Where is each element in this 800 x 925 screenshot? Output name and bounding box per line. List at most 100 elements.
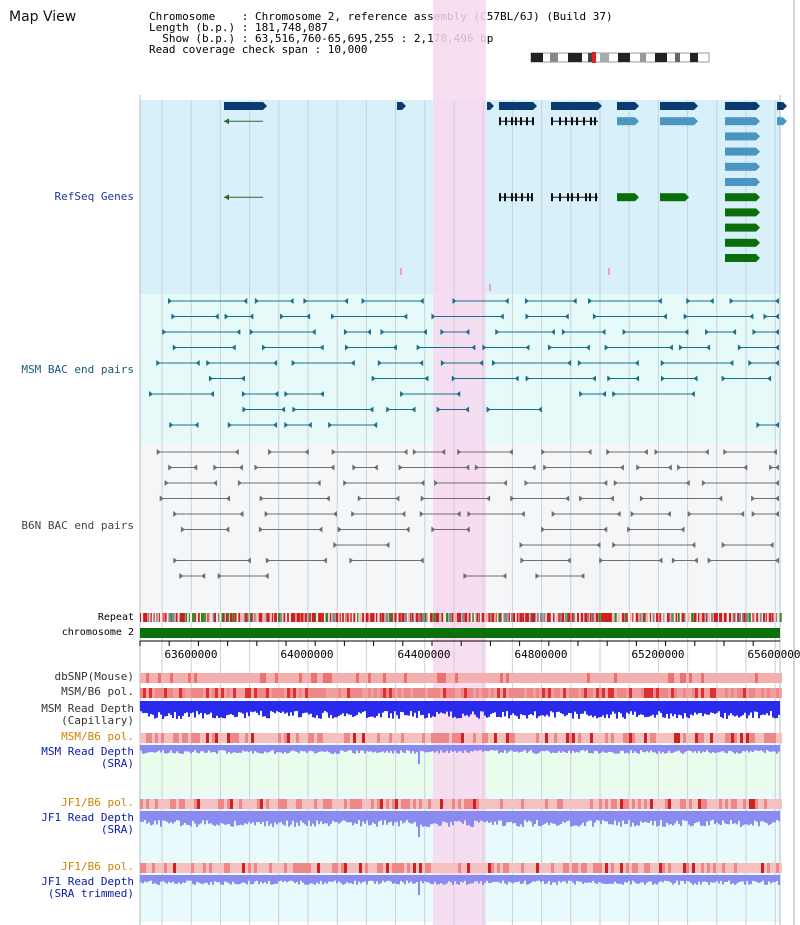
- repeat: [173, 613, 175, 622]
- bac-end: [701, 480, 706, 486]
- chromosome-ideogram[interactable]: [530, 52, 710, 63]
- label-jf1-depth-sra[interactable]: JF1 Read Depth (SRA): [41, 812, 134, 836]
- repeat: [510, 613, 514, 622]
- bac-end: [577, 360, 582, 366]
- depth-bar: [728, 811, 730, 825]
- label-jf1-pol-2[interactable]: JF1/B6 pol.: [61, 860, 134, 873]
- heat-cell: [581, 733, 584, 743]
- label-msm-depth-sra[interactable]: MSM Read Depth (SRA): [41, 746, 134, 770]
- heat-cell: [176, 863, 179, 873]
- heat-cell: [617, 863, 620, 873]
- heat-cell: [371, 673, 374, 683]
- bac-end: [603, 480, 608, 486]
- bac-end: [508, 449, 513, 455]
- depth-bar: [214, 701, 216, 719]
- label-msm-depth-capillary[interactable]: MSM Read Depth (Capillary): [41, 703, 134, 727]
- repeat: [561, 613, 565, 622]
- depth-bar: [468, 701, 470, 717]
- bac-end: [775, 495, 779, 502]
- heat-cell: [695, 733, 698, 743]
- depth-bar: [366, 701, 368, 718]
- bac-end: [572, 298, 577, 304]
- heat-cell: [203, 688, 206, 698]
- label-msm-bac[interactable]: MSM BAC end pairs: [21, 363, 134, 376]
- heat-cell: [563, 688, 566, 698]
- depth-bar: [672, 701, 674, 717]
- msm-bac-pairs[interactable]: [149, 298, 779, 428]
- depth-bar: [200, 701, 202, 713]
- depth-bar: [598, 745, 600, 754]
- heat-cell: [572, 799, 575, 809]
- heat-cell: [770, 799, 773, 809]
- repeat: [573, 613, 576, 622]
- depth-bar: [356, 811, 358, 824]
- heat-cell: [458, 863, 461, 873]
- depth-bar: [778, 811, 780, 822]
- depth-bar: [624, 811, 626, 825]
- b6n-bac-pairs[interactable]: [156, 449, 779, 579]
- depth-bar: [228, 701, 230, 715]
- bac-end: [531, 464, 536, 471]
- depth-bar: [710, 745, 712, 754]
- label-jf1-pol-1[interactable]: JF1/B6 pol.: [61, 796, 134, 809]
- depth-bar: [580, 811, 582, 825]
- heat-cell: [725, 799, 728, 809]
- depth-bar: [372, 875, 374, 882]
- repeat: [568, 613, 571, 622]
- heat-cell: [620, 688, 623, 698]
- label-jf1-depth-trimmed[interactable]: JF1 Read Depth (SRA trimmed): [41, 876, 134, 900]
- depth-bar: [692, 811, 694, 826]
- depth-bar: [668, 811, 670, 825]
- depth-bar: [382, 701, 384, 713]
- depth-bar: [334, 875, 336, 881]
- bac-end: [311, 329, 316, 335]
- heat-cell: [752, 733, 755, 743]
- heat-cell: [419, 799, 422, 809]
- label-b6n-bac[interactable]: B6N BAC end pairs: [21, 519, 134, 532]
- label-line: MSM Read Depth: [41, 702, 134, 715]
- repeat: [240, 613, 243, 622]
- depth-bar: [248, 745, 250, 753]
- heat-cell: [542, 863, 545, 873]
- depth-bar: [170, 745, 172, 751]
- repeat: [584, 613, 587, 622]
- depth-bar: [190, 875, 192, 881]
- depth-bar: [140, 701, 142, 712]
- depth-bar: [246, 875, 248, 885]
- label-dbsnp[interactable]: dbSNP(Mouse): [54, 670, 134, 683]
- heat-cell: [761, 688, 764, 698]
- refseq-genes[interactable]: [224, 102, 787, 291]
- heat-cell: [611, 733, 614, 743]
- heat-cell: [449, 688, 452, 698]
- heat-cell: [638, 863, 641, 873]
- depth-bar: [620, 701, 622, 714]
- label-line: (SRA): [100, 823, 134, 836]
- depth-bar: [438, 701, 440, 714]
- heat-cell: [194, 799, 197, 809]
- heat-cell: [404, 673, 407, 683]
- repeat: [743, 613, 746, 622]
- heat-cell: [617, 673, 620, 683]
- bac-end: [704, 449, 709, 455]
- heat-cell: [707, 673, 710, 683]
- depth-bar: [486, 811, 488, 822]
- gene-arrow: [783, 117, 787, 126]
- depth-bar: [748, 745, 750, 753]
- depth-bar: [586, 745, 588, 751]
- label-msm-pol-2[interactable]: MSM/B6 pol.: [61, 730, 134, 743]
- heat-cell: [143, 733, 146, 743]
- heat-cell: [485, 799, 488, 809]
- bac-end: [440, 329, 445, 335]
- label-refseq-genes[interactable]: RefSeq Genes: [54, 190, 134, 203]
- heat-cell: [662, 673, 665, 683]
- depth-bar: [524, 811, 526, 821]
- bac-end: [465, 464, 470, 471]
- heat-cell: [419, 733, 422, 743]
- depth-bar: [408, 701, 410, 716]
- depth-bar: [738, 701, 740, 718]
- highlight-region[interactable]: [433, 0, 486, 925]
- bac-end: [769, 464, 774, 471]
- label-msm-pol-1[interactable]: MSM/B6 pol.: [61, 685, 134, 698]
- heat-cell: [488, 799, 491, 809]
